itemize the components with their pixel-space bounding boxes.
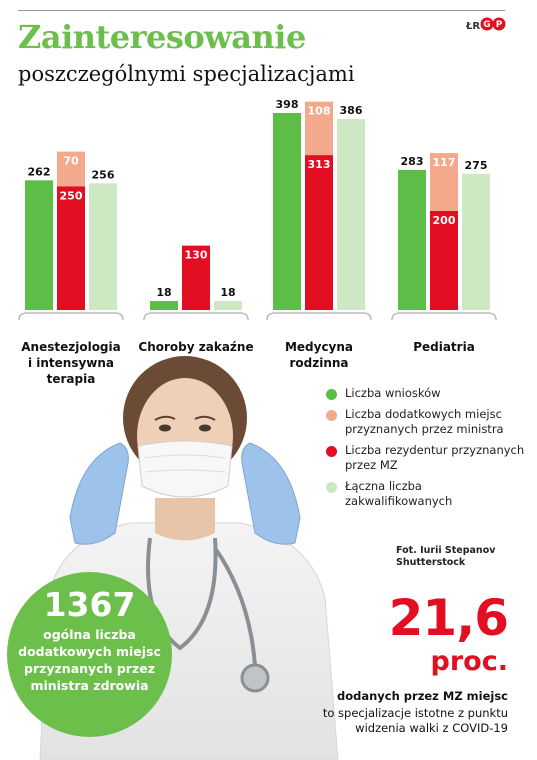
legend-item-qualified: Łączna liczba zakwalifikowanych	[326, 479, 526, 509]
bar	[25, 180, 53, 310]
category-label-line: i intensywna	[28, 356, 114, 370]
data-label: 117	[433, 156, 456, 169]
category-bracket	[143, 312, 249, 321]
category-label: Anestezjologia i intensywna terapia	[21, 340, 121, 386]
svg-text:P: P	[496, 20, 503, 30]
photo-credit-line: Shutterstock	[396, 557, 466, 568]
data-label: 283	[401, 155, 424, 168]
total-additional-places-circle: 1367 ogólna liczba dodatkowych miejsc pr…	[7, 572, 172, 737]
data-label: 262	[28, 165, 51, 178]
page-subtitle: poszczególnymi specjalizacjami	[18, 62, 355, 86]
category-bracket	[266, 312, 372, 321]
bar	[305, 155, 333, 310]
data-label: 200	[433, 214, 456, 227]
legend-label: Liczba wniosków	[345, 386, 441, 400]
specializations-bar-chart: 262 70 250 256 Anestezjologia i intensywna ter…	[18, 98, 497, 386]
category-label-line: terapia	[47, 372, 96, 386]
bar	[57, 151, 85, 187]
category-label: Pediatria	[413, 340, 475, 354]
category-label-line: Anestezjologia	[21, 340, 121, 354]
bar	[337, 118, 365, 310]
bar	[430, 153, 458, 212]
legend-item-applications: Liczba wniosków	[326, 386, 526, 401]
bar	[57, 186, 85, 310]
bar	[430, 211, 458, 310]
bar	[182, 245, 210, 310]
data-label: 313	[308, 158, 331, 171]
bar	[150, 301, 178, 310]
data-label: 108	[308, 105, 331, 118]
category-label-line: rodzinna	[289, 356, 348, 370]
category-bracket	[18, 312, 124, 321]
data-label: 18	[156, 286, 171, 299]
category-label-line: Pediatria	[413, 340, 475, 354]
source-tag: ŁR	[466, 21, 481, 32]
chart-legend: Liczba wniosków Liczba dodatkowych miejs…	[326, 386, 526, 515]
category-label-line: Medycyna	[285, 340, 353, 354]
category-label-line: Choroby zakaźne	[138, 340, 253, 354]
photo-credit: Fot. Iurii Stepanov Shutterstock	[396, 545, 495, 569]
data-label: 130	[185, 249, 208, 262]
circle-value: 1367	[43, 585, 136, 624]
photo-credit-line: Fot. Iurii Stepanov	[396, 545, 496, 556]
circle-caption: ogólna liczba dodatkowych miejsc przyzna…	[18, 627, 161, 693]
bar	[398, 169, 426, 310]
highlight-unit: proc.	[430, 646, 508, 677]
top-rule	[18, 10, 505, 11]
bar	[305, 101, 333, 156]
data-label: 398	[276, 98, 299, 111]
highlight-caption-bold: dodanych przez MZ miejsc	[336, 689, 508, 703]
legend-label: Liczba dodatkowych miejsc przyznanych pr…	[345, 407, 504, 436]
bar	[462, 173, 490, 310]
data-label: 250	[60, 189, 83, 202]
page-title: Zainteresowanie	[18, 18, 306, 56]
svg-text:G: G	[483, 20, 490, 30]
highlight-caption: to specjalizacje istotne z punktu widzen…	[322, 706, 508, 735]
legend-swatch	[326, 389, 337, 400]
legend-swatch	[326, 482, 337, 493]
data-label: 275	[465, 159, 488, 172]
legend-label: Liczba rezydentur przyznanych przez MZ	[345, 443, 525, 472]
legend-item-additional-places: Liczba dodatkowych miejsc przyznanych pr…	[326, 407, 526, 437]
data-label: 70	[63, 155, 79, 168]
legend-swatch	[326, 410, 337, 421]
category-bracket	[391, 312, 497, 321]
bar	[214, 301, 242, 310]
data-label: 386	[340, 104, 363, 117]
legend-item-residencies: Liczba rezydentur przyznanych przez MZ	[326, 443, 526, 473]
category-label: Choroby zakaźne	[138, 340, 253, 354]
legend-swatch	[326, 446, 337, 457]
bar	[273, 113, 301, 310]
data-label: 18	[220, 286, 235, 299]
bar	[89, 183, 117, 310]
publisher-logo: G P	[480, 17, 506, 31]
legend-label: Łączna liczba zakwalifikowanych	[345, 479, 453, 508]
data-label: 256	[92, 168, 115, 181]
category-label: Medycyna rodzinna	[285, 340, 353, 370]
highlight-value: 21,6	[388, 589, 509, 647]
